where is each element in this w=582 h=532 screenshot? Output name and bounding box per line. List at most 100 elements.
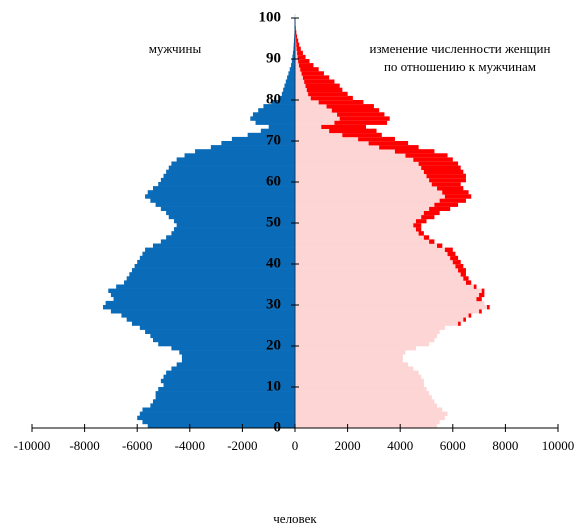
male-bar [139,325,295,330]
male-bar [110,309,296,314]
female-excess [437,186,464,191]
female-excess [458,321,461,326]
female-excess [394,149,435,154]
male-bar [231,136,295,142]
female-bar [295,141,409,146]
female-excess [473,284,477,289]
female-excess [465,280,472,285]
male-bar [163,173,295,179]
x-tick-label: 2000 [335,438,361,453]
male-bar [152,399,295,404]
male-bar [155,202,295,207]
male-bar [293,38,295,43]
male-bar [181,354,295,359]
female-bar [295,284,477,289]
female-bar [295,268,466,273]
x-tick-label: 4000 [387,438,413,453]
male-bar [163,374,295,380]
female-bar [295,333,438,339]
male-bar [105,300,295,306]
female-bar [295,415,445,421]
female-excess [429,206,451,211]
female-excess [413,223,422,228]
female-bar [295,288,485,293]
female-bar [295,153,448,158]
male-bar [121,313,295,318]
male-bar [263,104,295,109]
female-bar [295,395,432,400]
male-bar [268,124,295,129]
female-excess [342,132,382,138]
female-excess [302,75,330,80]
male-bar [284,83,295,88]
female-bar [295,145,419,150]
female-excess [450,255,459,261]
male-bar [176,157,295,162]
female-excess [300,67,319,72]
female-excess [442,190,469,195]
male-bar [166,235,295,240]
male-bar [158,182,295,187]
x-tick-label: -6000 [122,438,152,453]
male-bar [129,272,295,277]
female-bar [295,300,485,306]
female-bar [295,309,482,314]
male-bar [258,108,295,113]
female-excess [331,108,380,113]
female-bar [295,214,435,220]
male-bar [142,407,295,412]
male-bar [160,378,295,384]
male-bar [279,95,295,101]
female-bar [295,165,461,170]
male-bar [176,362,295,367]
y-tick-label: 30 [266,296,281,312]
female-excess [296,46,301,52]
male-bar [158,341,295,347]
female-excess [298,63,314,68]
female-excess [479,292,485,298]
female-bar [295,354,403,359]
female-bar [295,305,490,310]
male-bar [292,54,295,60]
female-bar [295,247,453,252]
male-bar [131,268,295,273]
female-bar [295,341,430,347]
female-bar [295,321,461,326]
male-bar [176,223,295,228]
female-bar [295,346,416,351]
female-bar [295,378,424,384]
female-excess [418,161,459,166]
female-bar [295,198,466,203]
female-bar [295,235,430,240]
female-bar [295,173,466,179]
x-tick-label: -8000 [69,438,99,453]
x-tick-label: 10000 [542,438,575,453]
male-bar [158,387,295,392]
female-bar [295,136,395,142]
female-excess [379,145,419,150]
female-excess [297,54,306,60]
y-tick-label: 40 [266,255,281,271]
male-bar [285,79,295,84]
male-bar [166,169,295,175]
male-bar [289,67,295,72]
female-bar [295,186,464,191]
female-excess [308,91,348,97]
female-excess [455,264,464,269]
female-excess [463,317,466,322]
female-excess [423,169,464,175]
male-bar [271,100,295,105]
female-bar [295,399,435,404]
female-excess [358,136,395,142]
female-excess [421,165,461,170]
male-bar [252,112,295,117]
male-bar [221,141,295,146]
male-bar [174,218,295,224]
y-tick-label: 100 [259,9,282,25]
x-tick-label: 6000 [440,438,466,453]
y-tick-label: 80 [266,91,281,107]
female-excess [306,87,343,93]
male-bar [166,210,295,216]
male-bar [171,161,295,166]
